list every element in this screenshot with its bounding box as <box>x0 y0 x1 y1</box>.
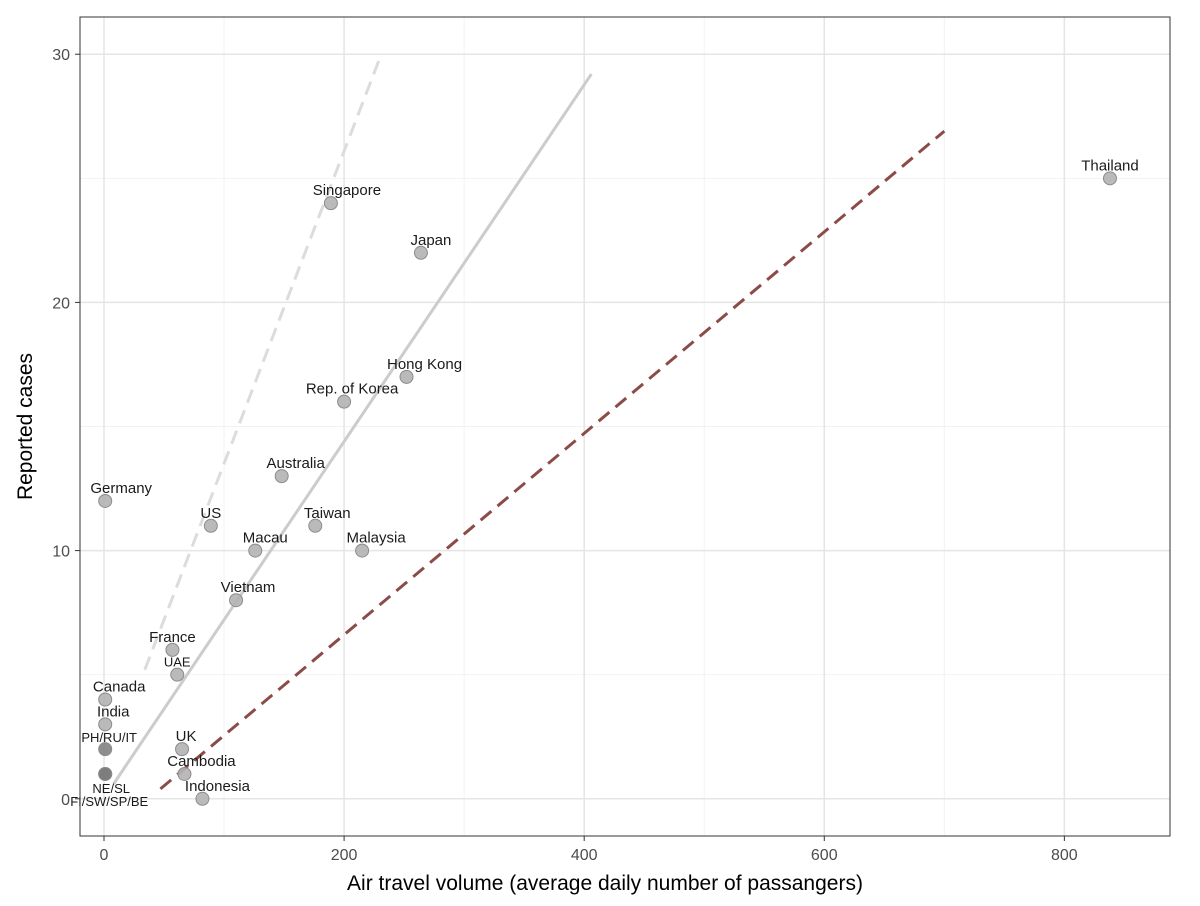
data-point <box>98 742 113 757</box>
data-point <box>355 543 370 558</box>
x-tick-label: 400 <box>571 847 598 864</box>
y-tick-label: 0 <box>61 792 70 809</box>
fitted-line <box>112 73 593 785</box>
data-point <box>98 766 113 781</box>
x-axis-title: Air travel volume (average daily number … <box>347 872 863 895</box>
point-label: Indonesia <box>185 778 251 795</box>
point-label: Cambodia <box>167 753 236 770</box>
point-label: France <box>149 629 196 646</box>
data-point <box>248 543 263 558</box>
point-label: PH/RU/IT <box>81 730 137 745</box>
data-point <box>323 196 338 211</box>
point-label: Thailand <box>1081 157 1139 174</box>
data-point <box>177 766 192 781</box>
point-label: Macau <box>243 530 288 547</box>
point-label: NE/SL <box>92 781 130 796</box>
point-label: UK <box>176 728 197 745</box>
point-label: Malaysia <box>347 530 407 547</box>
data-point <box>170 667 185 682</box>
data-point <box>165 642 180 657</box>
point-label: UAE <box>164 655 191 670</box>
data-point <box>274 469 289 484</box>
data-point <box>308 518 323 533</box>
point-label: Germany <box>90 480 152 497</box>
data-point <box>98 717 113 732</box>
data-point <box>195 791 210 806</box>
reference-lines <box>112 53 946 790</box>
point-label: Canada <box>93 679 146 696</box>
data-point <box>98 493 113 508</box>
x-tick-label: 800 <box>1051 847 1078 864</box>
x-tick-label: 600 <box>811 847 838 864</box>
data-point <box>203 518 218 533</box>
data-point <box>175 742 190 757</box>
y-axis-title: Reported cases <box>14 353 37 500</box>
y-tick-label: 10 <box>52 544 70 561</box>
point-labels: Thailand Singapore Japan Hong Kong Rep. of K… <box>70 157 1139 809</box>
dashed-reference-line <box>143 53 383 671</box>
point-label: India <box>97 703 130 720</box>
data-points <box>98 171 1117 806</box>
y-axis-ticks: 0 10 20 30 <box>52 47 80 809</box>
y-tick-label: 20 <box>52 295 70 312</box>
data-point <box>98 692 113 707</box>
x-axis-ticks: 0 200 400 600 800 <box>100 836 1078 864</box>
data-point <box>413 245 428 260</box>
x-tick-label: 200 <box>331 847 358 864</box>
point-label: Hong Kong <box>387 356 462 373</box>
point-label: Australia <box>266 455 325 472</box>
point-label: Vietnam <box>221 579 276 596</box>
panel-border <box>79 16 1171 837</box>
grid <box>80 17 1170 836</box>
point-label: Singapore <box>313 182 381 199</box>
point-label: FI/SW/SP/BE <box>70 794 148 809</box>
dashed-reference-line <box>159 130 946 790</box>
point-label: Japan <box>410 232 451 249</box>
x-tick-label: 0 <box>100 847 109 864</box>
data-point <box>399 369 414 384</box>
data-point <box>1102 171 1117 186</box>
point-label: Taiwan <box>304 505 351 522</box>
data-point <box>229 593 244 608</box>
point-label: US <box>200 505 221 522</box>
y-tick-label: 30 <box>52 47 70 64</box>
data-point <box>337 394 352 409</box>
point-label: Rep. of Korea <box>306 381 399 398</box>
